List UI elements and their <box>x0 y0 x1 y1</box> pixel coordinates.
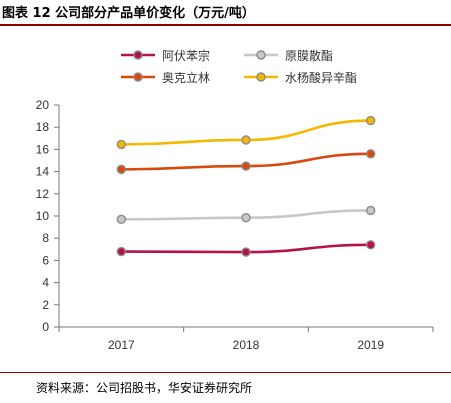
x-tick-label: 2018 <box>233 338 260 352</box>
legend-item: 水杨酸异辛酯 <box>244 70 357 85</box>
series-group <box>116 240 376 257</box>
y-tick-label: 18 <box>36 120 50 134</box>
data-point <box>365 149 376 159</box>
y-tick-label: 16 <box>36 142 50 156</box>
data-point <box>116 139 127 150</box>
y-tick-label: 20 <box>36 98 50 112</box>
legend-label: 阿伏苯宗 <box>162 48 210 63</box>
legend-swatch-marker <box>133 50 143 60</box>
legend-item: 奥克立林 <box>121 70 210 85</box>
legend-swatch-marker <box>256 50 266 60</box>
figure-title: 图表 12 公司部分产品单价变化（万元/吨） <box>2 6 255 21</box>
legend-label: 奥克立林 <box>162 70 210 85</box>
legend-swatch-marker <box>133 72 143 82</box>
data-point <box>116 214 127 225</box>
data-point <box>365 115 376 126</box>
data-point <box>241 135 251 145</box>
legend-item: 原膜散酯 <box>244 48 333 63</box>
data-point <box>116 164 127 175</box>
y-tick-label: 14 <box>36 165 50 179</box>
y-tick-label: 10 <box>36 209 50 223</box>
series-group <box>116 149 376 175</box>
y-tick-label: 2 <box>42 298 49 312</box>
legend-label: 原膜散酯 <box>285 48 333 63</box>
source-divider <box>0 372 451 373</box>
legend-item: 阿伏苯宗 <box>121 48 210 63</box>
data-point <box>365 205 376 216</box>
series-group <box>116 115 376 150</box>
data-point <box>241 247 251 257</box>
y-tick-label: 4 <box>42 276 49 290</box>
title-divider <box>0 24 451 26</box>
series-group <box>116 205 376 225</box>
y-tick-label: 8 <box>42 231 49 245</box>
y-tick-label: 0 <box>42 320 49 334</box>
data-point <box>365 240 376 250</box>
x-tick-label: 2017 <box>108 338 135 352</box>
data-point <box>241 161 251 171</box>
data-point <box>241 212 251 223</box>
y-tick-label: 6 <box>42 253 49 267</box>
figure-header: 图表 12 公司部分产品单价变化（万元/吨） <box>0 0 451 26</box>
chart-axes: 0 2 4 6 8 10 12 14 16 18 20 2017 2018 2019 <box>36 98 434 352</box>
chart-series <box>116 115 376 257</box>
legend-label: 水杨酸异辛酯 <box>285 70 357 85</box>
y-tick-label: 12 <box>36 187 50 201</box>
data-point <box>116 246 127 257</box>
legend-swatch-marker <box>256 72 266 82</box>
x-tick-label: 2019 <box>357 338 384 352</box>
source-note: 资料来源：公司招股书，华安证券研究所 <box>36 381 253 395</box>
